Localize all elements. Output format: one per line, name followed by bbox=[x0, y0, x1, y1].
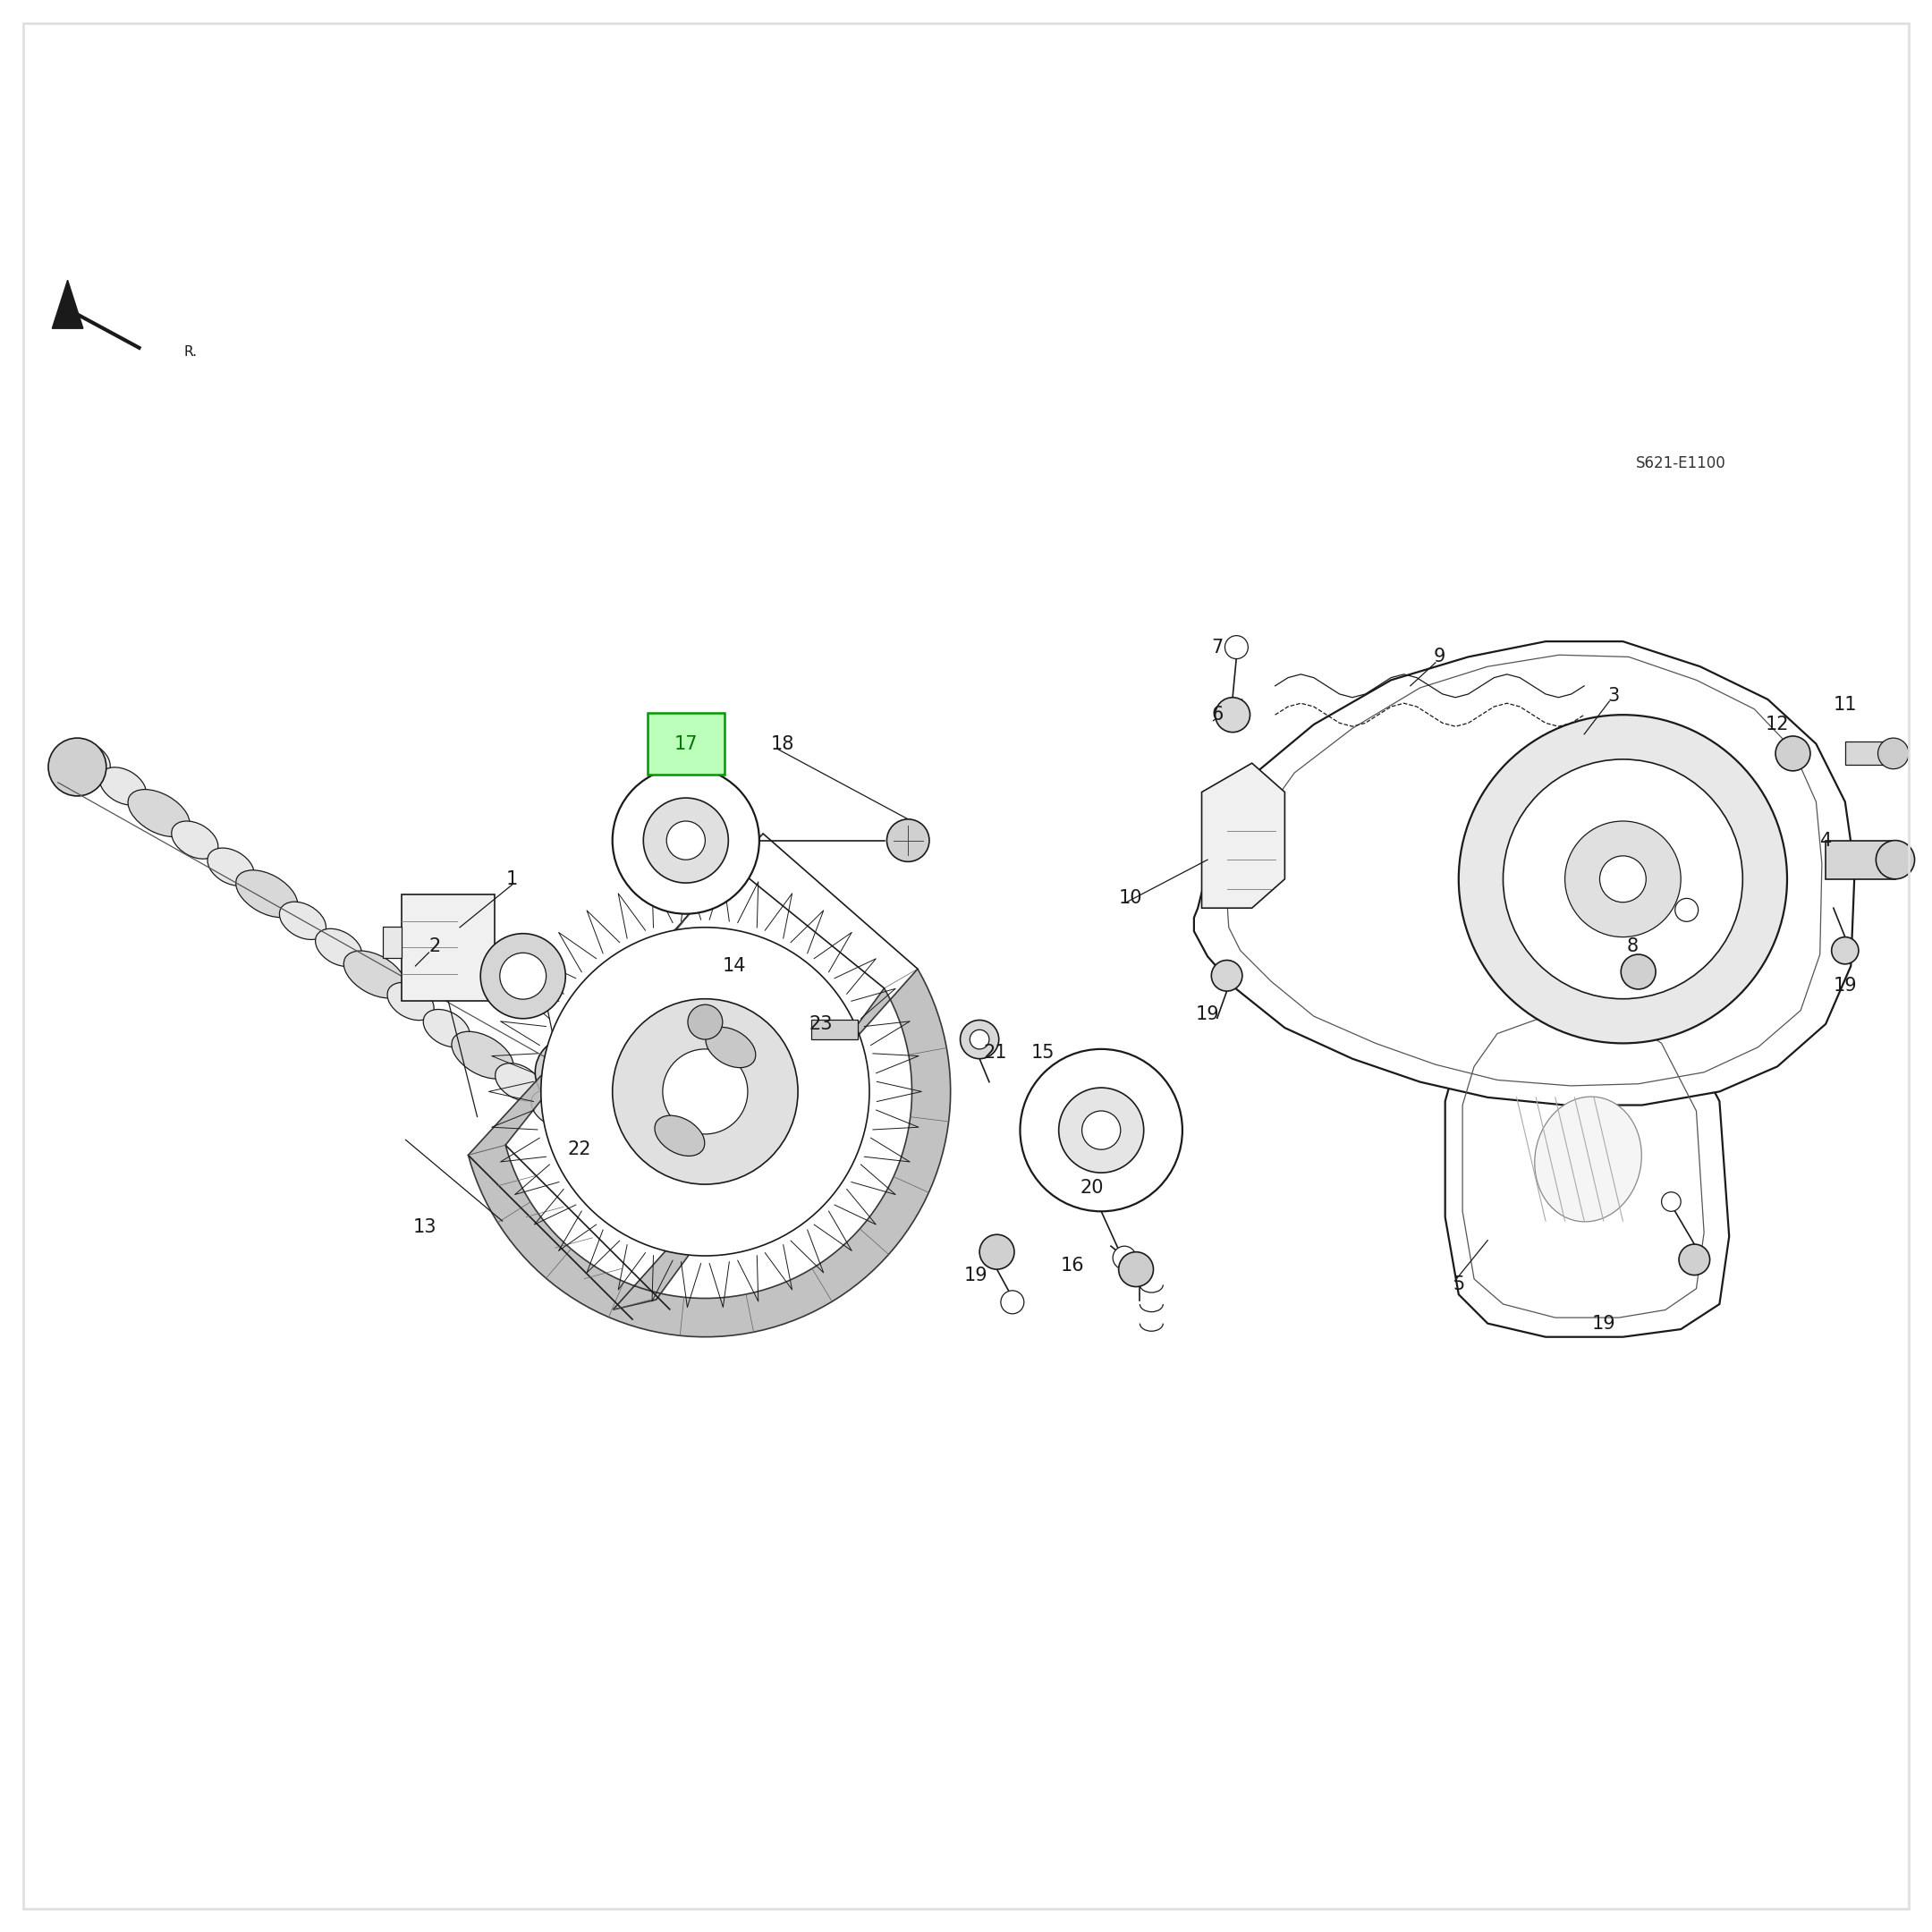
Text: 19: 19 bbox=[1833, 976, 1857, 995]
Ellipse shape bbox=[172, 821, 218, 860]
Polygon shape bbox=[383, 927, 402, 958]
Polygon shape bbox=[1845, 742, 1888, 765]
Text: R.: R. bbox=[184, 346, 197, 357]
Polygon shape bbox=[1826, 840, 1895, 879]
Text: 15: 15 bbox=[1032, 1043, 1055, 1063]
Polygon shape bbox=[52, 280, 83, 328]
Text: 19: 19 bbox=[1592, 1314, 1615, 1333]
Circle shape bbox=[1876, 840, 1915, 879]
Text: 16: 16 bbox=[1061, 1256, 1084, 1275]
Ellipse shape bbox=[128, 790, 189, 837]
Ellipse shape bbox=[495, 1063, 541, 1101]
Text: 14: 14 bbox=[723, 956, 746, 976]
Circle shape bbox=[481, 933, 566, 1018]
Ellipse shape bbox=[315, 929, 361, 966]
Circle shape bbox=[663, 1049, 748, 1134]
Polygon shape bbox=[1202, 763, 1285, 908]
Circle shape bbox=[1621, 954, 1656, 989]
Circle shape bbox=[1832, 937, 1859, 964]
Circle shape bbox=[1059, 1088, 1144, 1173]
Text: 12: 12 bbox=[1766, 715, 1789, 734]
Polygon shape bbox=[468, 835, 951, 1337]
Circle shape bbox=[612, 767, 759, 914]
Circle shape bbox=[1503, 759, 1743, 999]
Text: 11: 11 bbox=[1833, 696, 1857, 715]
Circle shape bbox=[1776, 736, 1810, 771]
Circle shape bbox=[688, 1005, 723, 1039]
Ellipse shape bbox=[386, 983, 435, 1020]
Text: S621-E1100: S621-E1100 bbox=[1636, 456, 1725, 471]
Text: 21: 21 bbox=[983, 1043, 1007, 1063]
Text: 9: 9 bbox=[1434, 647, 1445, 667]
Circle shape bbox=[980, 1235, 1014, 1269]
Circle shape bbox=[1225, 636, 1248, 659]
Ellipse shape bbox=[705, 1028, 755, 1068]
Circle shape bbox=[48, 738, 106, 796]
Ellipse shape bbox=[236, 869, 298, 918]
Circle shape bbox=[887, 819, 929, 862]
Circle shape bbox=[1459, 715, 1787, 1043]
Circle shape bbox=[500, 952, 547, 999]
Ellipse shape bbox=[207, 848, 255, 885]
Circle shape bbox=[1119, 1252, 1153, 1287]
Text: 8: 8 bbox=[1627, 937, 1638, 956]
Polygon shape bbox=[1194, 641, 1855, 1105]
Circle shape bbox=[1001, 1291, 1024, 1314]
Text: 18: 18 bbox=[771, 734, 794, 753]
Polygon shape bbox=[811, 1020, 858, 1039]
Circle shape bbox=[612, 999, 798, 1184]
Circle shape bbox=[535, 1037, 605, 1107]
Circle shape bbox=[1565, 821, 1681, 937]
Text: 17: 17 bbox=[674, 734, 697, 753]
Text: 7: 7 bbox=[1211, 638, 1223, 657]
Ellipse shape bbox=[1534, 1097, 1642, 1221]
Circle shape bbox=[667, 821, 705, 860]
Circle shape bbox=[1878, 738, 1909, 769]
Circle shape bbox=[970, 1030, 989, 1049]
Text: 20: 20 bbox=[1080, 1179, 1103, 1198]
Text: 5: 5 bbox=[1453, 1275, 1464, 1294]
Text: 23: 23 bbox=[810, 1014, 833, 1034]
Text: 2: 2 bbox=[429, 937, 440, 956]
Text: 4: 4 bbox=[1820, 831, 1832, 850]
Text: 1: 1 bbox=[506, 869, 518, 889]
Circle shape bbox=[1662, 1192, 1681, 1211]
Text: 3: 3 bbox=[1607, 686, 1619, 705]
Circle shape bbox=[1113, 1246, 1136, 1269]
Circle shape bbox=[1215, 697, 1250, 732]
Text: 22: 22 bbox=[568, 1140, 591, 1159]
Circle shape bbox=[541, 927, 869, 1256]
Circle shape bbox=[643, 798, 728, 883]
Circle shape bbox=[960, 1020, 999, 1059]
Circle shape bbox=[1679, 1244, 1710, 1275]
Text: 19: 19 bbox=[1196, 1005, 1219, 1024]
Ellipse shape bbox=[423, 1009, 469, 1047]
Circle shape bbox=[1020, 1049, 1182, 1211]
Ellipse shape bbox=[655, 1115, 705, 1155]
Circle shape bbox=[1082, 1111, 1121, 1150]
Ellipse shape bbox=[64, 740, 110, 779]
Ellipse shape bbox=[100, 767, 147, 806]
Text: 10: 10 bbox=[1119, 889, 1142, 908]
Ellipse shape bbox=[531, 1090, 578, 1128]
FancyBboxPatch shape bbox=[647, 713, 724, 775]
Circle shape bbox=[1675, 898, 1698, 922]
Circle shape bbox=[1600, 856, 1646, 902]
Text: 19: 19 bbox=[964, 1265, 987, 1285]
Circle shape bbox=[1211, 960, 1242, 991]
Ellipse shape bbox=[280, 902, 327, 939]
Polygon shape bbox=[1445, 995, 1729, 1337]
Polygon shape bbox=[402, 895, 495, 1001]
Ellipse shape bbox=[452, 1032, 514, 1078]
Text: 13: 13 bbox=[413, 1217, 437, 1236]
Text: 6: 6 bbox=[1211, 705, 1223, 724]
Ellipse shape bbox=[344, 951, 406, 999]
